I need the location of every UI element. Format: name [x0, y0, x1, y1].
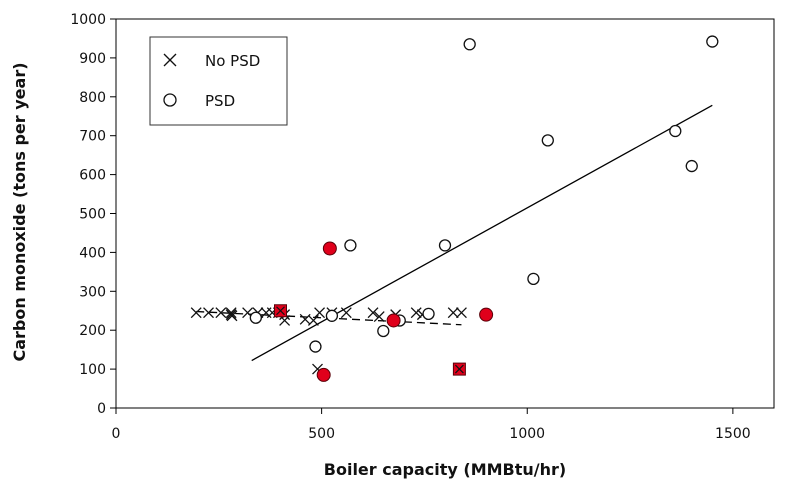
highlight-circle [322, 241, 337, 256]
point-no-psd [373, 311, 385, 323]
y-tick-label: 700 [79, 129, 106, 145]
legend-box [149, 36, 288, 126]
y-tick-label: 0 [97, 401, 106, 417]
point-no-psd [455, 307, 467, 319]
x-tick-label: 0 [112, 426, 121, 442]
x-tick-label: 1500 [715, 426, 751, 442]
y-tick-label: 300 [79, 284, 106, 300]
point-no-psd [367, 307, 379, 319]
legend-label-psd: PSD [205, 92, 235, 110]
point-psd [344, 239, 357, 252]
point-psd [377, 324, 390, 338]
point-psd [669, 124, 682, 138]
point-no-psd [314, 307, 326, 319]
point-psd [706, 35, 719, 48]
point-no-psd [410, 307, 422, 319]
y-tick-label: 100 [79, 362, 106, 378]
y-tick-label: 600 [79, 168, 106, 184]
x-tick-label: 1000 [509, 426, 545, 442]
point-psd [685, 159, 698, 173]
chart-ticks: 0 100 200 300 400 500 600 700 800 900 1000 0 500 1000… [70, 12, 750, 442]
point-no-psd [203, 307, 214, 319]
point-psd [438, 239, 452, 252]
y-tick-label: 400 [79, 245, 106, 261]
x-axis-title: Boiler capacity (MMBtu/hr) [324, 460, 566, 479]
point-psd [541, 134, 554, 147]
point-no-psd [226, 310, 238, 322]
point-no-psd [225, 307, 237, 319]
y-tick-label: 200 [79, 323, 106, 339]
highlight-circle [386, 313, 401, 328]
y-tick-label: 800 [79, 90, 106, 106]
point-psd [249, 311, 262, 324]
y-tick-label: 900 [79, 51, 106, 67]
highlight-circle [479, 307, 494, 322]
point-psd [463, 38, 476, 51]
point-no-psd [307, 315, 319, 326]
y-axis-title: Carbon monoxide (tons per year) [10, 62, 29, 361]
point-psd [527, 272, 540, 286]
point-no-psd [215, 307, 227, 319]
point-no-psd [447, 307, 459, 319]
point-no-psd [190, 307, 202, 319]
legend-marker-circle [163, 93, 177, 107]
legend-marker-x [163, 53, 177, 67]
highlight-square [452, 362, 466, 376]
x-tick-label: 500 [308, 426, 335, 442]
highlight-circle [316, 367, 331, 382]
highlight-square [274, 304, 287, 318]
y-tick-label: 500 [79, 207, 106, 223]
point-psd [309, 340, 322, 353]
y-tick-label: 1000 [70, 12, 106, 28]
point-psd [422, 307, 435, 321]
point-no-psd [340, 307, 352, 319]
legend: No PSD PSD [149, 36, 288, 126]
point-psd [325, 309, 339, 322]
legend-label-no-psd: No PSD [205, 52, 260, 70]
chart-marks [190, 35, 719, 382]
